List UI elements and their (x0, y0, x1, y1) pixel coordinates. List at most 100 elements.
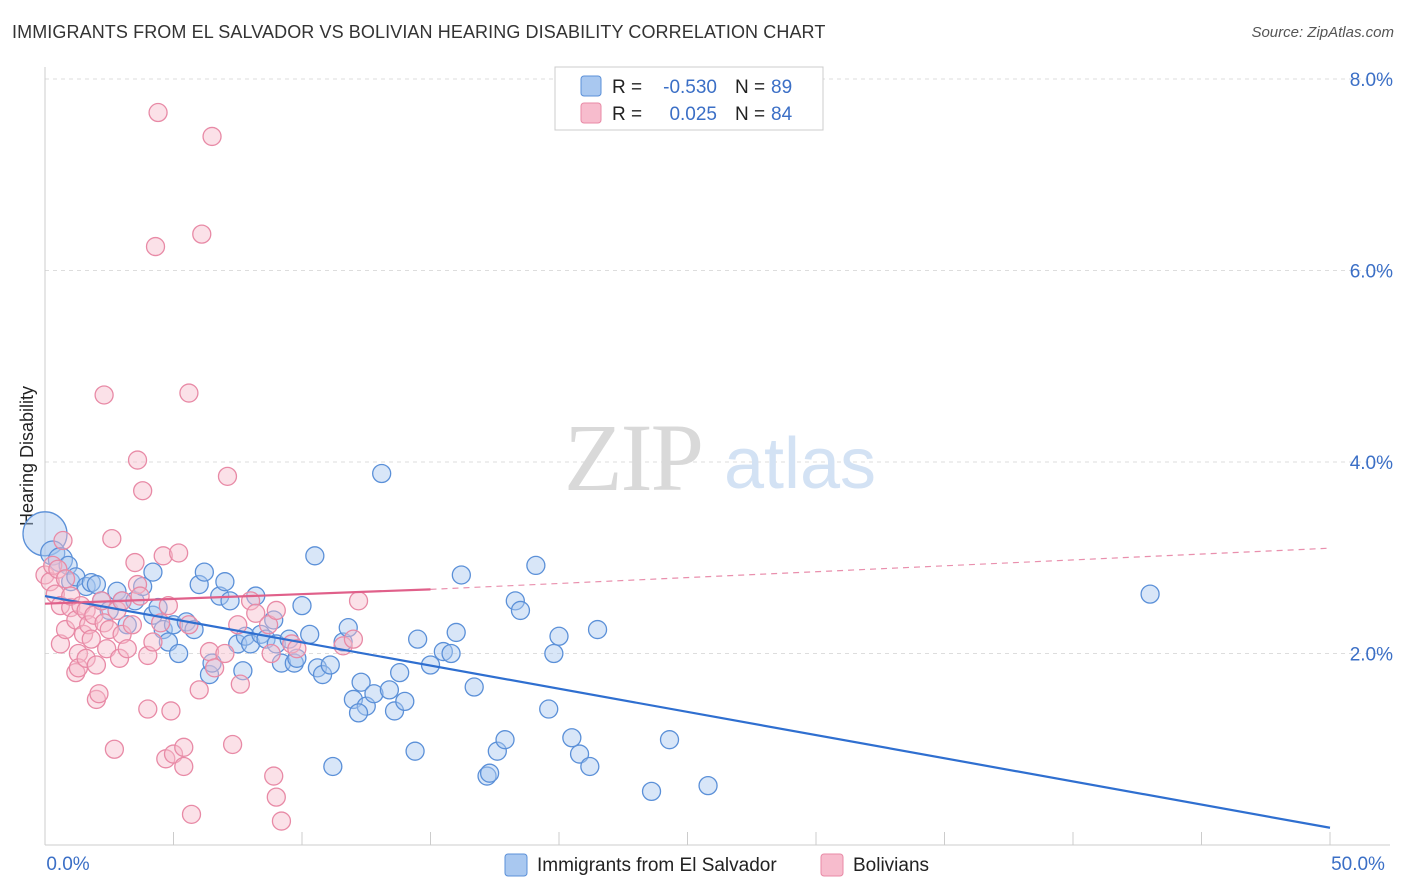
el-salvador-point-88 (698, 775, 718, 796)
el-salvador-point-78 (526, 555, 546, 576)
el-salvador-point-89 (1140, 584, 1160, 604)
bolivians-point-43 (133, 481, 153, 501)
bolivians-point-40 (127, 574, 148, 595)
el-salvador-point-70 (451, 565, 471, 585)
el-salvador-point-68 (441, 643, 461, 664)
el-salvador-point-62 (390, 663, 410, 683)
el-salvador-point-61 (384, 701, 405, 721)
bolivians-point-46 (143, 632, 163, 652)
el-salvador-point-58 (348, 703, 369, 723)
legend-r-value-2: 0.025 (669, 104, 717, 125)
el-salvador-point-83 (569, 744, 590, 764)
bolivians-point-58 (179, 615, 199, 635)
el-salvador-point-73 (479, 763, 500, 783)
legend-n-label-2: N = (735, 104, 765, 125)
bolivians-point-75 (264, 766, 284, 786)
bolivians-point-6 (50, 634, 71, 654)
legend-swatch-blue (580, 75, 602, 97)
el-salvador-point-81 (549, 626, 569, 646)
bolivians-point-34 (109, 648, 130, 668)
el-salvador-point-55 (351, 672, 371, 692)
bolivians-point-37 (117, 639, 137, 659)
bolivians-point-7 (53, 530, 73, 551)
el-salvador-point-87 (659, 730, 680, 750)
watermark-zip: ZIP (564, 404, 702, 511)
bolivians-point-72 (246, 603, 266, 623)
bolivians-point-74 (261, 643, 281, 664)
bolivians-point-62 (192, 224, 212, 244)
bolivians-point-65 (204, 658, 225, 678)
chart-source: Source: ZipAtlas.com (1251, 24, 1394, 41)
series-legend: Immigrants from El Salvador Bolivians (504, 853, 929, 877)
bolivians-point-57 (174, 756, 194, 777)
watermark-atlas: atlas (724, 424, 876, 504)
bolivians-point-44 (138, 699, 158, 719)
series-legend-swatch-blue (504, 853, 528, 877)
el-salvador-point-30 (215, 572, 235, 592)
legend-r-label-1: R = (612, 77, 642, 98)
el-salvador-point-77 (510, 600, 531, 621)
el-salvador-point-85 (587, 619, 608, 640)
el-salvador-point-17 (143, 562, 163, 582)
y-tick-label-2: 6.0% (1350, 262, 1393, 283)
bolivians-point-38 (122, 615, 143, 635)
bolivians-point-50 (153, 546, 173, 566)
bolivians-point-83 (348, 591, 369, 611)
bolivians-point-47 (145, 236, 166, 257)
el-salvador-point-67 (433, 641, 454, 662)
x-tick-label-min: 0.0% (46, 854, 89, 875)
el-salvador-point-82 (562, 728, 582, 748)
el-salvador-point-69 (446, 622, 466, 643)
trend-line-bolivians-extension (430, 547, 1331, 590)
bolivians-point-70 (230, 674, 250, 694)
y-tick-labels: 2.0% 4.0% 6.0% 8.0% (1350, 70, 1393, 666)
el-salvador-point-26 (194, 562, 214, 582)
el-salvador-point-79 (539, 699, 559, 719)
bolivians-point-76 (266, 787, 286, 807)
bolivians-point-53 (161, 701, 181, 721)
el-salvador-point-50 (320, 655, 340, 675)
el-salvador-point-59 (372, 463, 392, 484)
bolivians-point-48 (148, 102, 168, 123)
bolivians-point-29 (97, 639, 117, 659)
legend-n-value-2: 84 (771, 104, 793, 125)
gridlines (45, 78, 1390, 654)
bolivians-point-61 (189, 680, 209, 700)
bolivians-point-8 (55, 619, 76, 640)
bolivians-point-9 (55, 569, 76, 589)
bolivians-point-59 (179, 383, 199, 403)
chart-title: IMMIGRANTS FROM EL SALVADOR VS BOLIVIAN … (12, 22, 826, 42)
el-salvador-point-31 (220, 591, 240, 611)
bolivians-point-32 (104, 739, 125, 759)
el-salvador-point-71 (464, 677, 484, 697)
el-salvador-point-63 (395, 691, 415, 712)
el-salvador-point-8 (86, 574, 107, 595)
trend-line-bolivians (44, 588, 431, 605)
el-salvador-point-35 (240, 634, 261, 654)
bolivians-point-20 (79, 615, 99, 635)
legend-r-label-2: R = (612, 104, 642, 125)
bolivians-point-77 (266, 600, 286, 621)
bolivians-point-19 (76, 648, 96, 668)
series-legend-label-pink: Bolivians (853, 855, 929, 876)
y-axis-title: Hearing Disability (17, 386, 37, 526)
bolivians-point-60 (181, 804, 202, 825)
series-bolivians-points (35, 102, 369, 831)
y-tick-label-0: 2.0% (1350, 645, 1393, 666)
el-salvador-point-60 (379, 680, 400, 700)
el-salvador-point-76 (505, 591, 525, 611)
el-salvador-point-49 (312, 664, 333, 685)
bolivians-point-52 (158, 595, 179, 616)
y-tick-label-1: 4.0% (1350, 453, 1393, 474)
bolivians-point-64 (202, 126, 222, 147)
el-salvador-point-57 (364, 684, 384, 704)
trend-lines (44, 547, 1331, 829)
bolivians-point-25 (89, 684, 109, 704)
bolivians-point-42 (130, 586, 150, 606)
el-salvador-point-46 (300, 624, 320, 644)
el-salvador-point-25 (189, 574, 209, 595)
legend-n-label-1: N = (735, 77, 765, 98)
series-legend-swatch-pink (820, 853, 844, 877)
legend-n-value-1: 89 (771, 77, 792, 98)
